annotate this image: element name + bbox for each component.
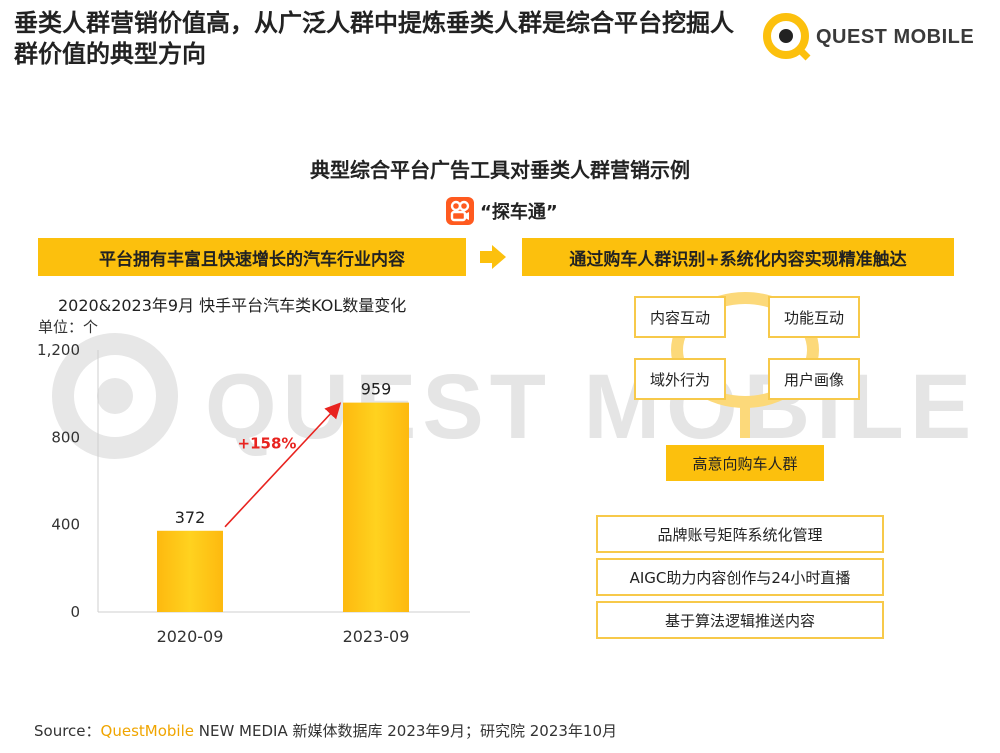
app-badge: “探车通” xyxy=(446,196,558,226)
arrow-right-icon xyxy=(480,245,506,269)
target-audience-box: 高意向购车人群 xyxy=(666,445,824,481)
method-account-matrix: 品牌账号矩阵系统化管理 xyxy=(596,515,884,553)
source-detail: NEW MEDIA 新媒体数据库 2023年9月；研究院 2023年10月 xyxy=(193,722,617,740)
brand-name: QUEST MOBILE xyxy=(816,26,975,48)
section-title: 典型综合平台广告工具对垂类人群营销示例 xyxy=(310,158,690,182)
questmobile-logo-icon xyxy=(763,13,811,61)
y-tick-label: 1,200 xyxy=(37,341,80,359)
app-name: “探车通” xyxy=(480,202,558,223)
source-brand: QuestMobile xyxy=(100,722,194,740)
method-aigc-live: AIGC助力内容创作与24小时直播 xyxy=(596,558,884,596)
y-tick-label: 0 xyxy=(70,603,80,621)
cycle-feature-interaction: 功能互动 xyxy=(768,296,860,338)
bar-2023-09 xyxy=(343,402,409,612)
y-tick-label: 800 xyxy=(51,428,80,446)
kuaishou-app-icon xyxy=(446,197,474,225)
growth-arrow xyxy=(224,402,342,528)
bar-2020-09 xyxy=(157,530,223,612)
y-tick-label: 400 xyxy=(51,516,80,534)
growth-label: +158% xyxy=(238,435,297,453)
chart-title: 2020&2023年9月 快手平台汽车类KOL数量变化 xyxy=(58,296,407,315)
source-prefix: Source： xyxy=(34,722,101,740)
bar-value-label: 372 xyxy=(175,508,206,527)
cycle-user-profile: 用户画像 xyxy=(768,358,860,400)
x-tick-label: 2023-09 xyxy=(343,627,410,646)
cycle-offsite-behavior: 域外行为 xyxy=(634,358,726,400)
unit-label: 单位：个 xyxy=(38,318,99,336)
method-algorithm-push: 基于算法逻辑推送内容 xyxy=(596,601,884,639)
left-band-heading: 平台拥有丰富且快速增长的汽车行业内容 xyxy=(38,238,466,276)
brand-logo-area: QUEST MOBILE xyxy=(760,10,990,64)
cycle-content-interaction: 内容互动 xyxy=(634,296,726,338)
interaction-cycle-ring xyxy=(671,292,819,438)
bar-chart: 1,200 800 400 0 372 2020-09 959 2023-09 +158% xyxy=(37,341,470,646)
bar-value-label: 959 xyxy=(361,380,392,399)
source-footer: Source：QuestMobile NEW MEDIA 新媒体数据库 2023… xyxy=(34,720,617,741)
page-title: 垂类人群营销价值高，从广泛人群中提炼垂类人群是综合平台挖掘人群价值的典型方向 xyxy=(14,9,734,68)
right-band-heading: 通过购车人群识别+系统化内容实现精准触达 xyxy=(522,238,954,276)
x-tick-label: 2020-09 xyxy=(157,627,224,646)
